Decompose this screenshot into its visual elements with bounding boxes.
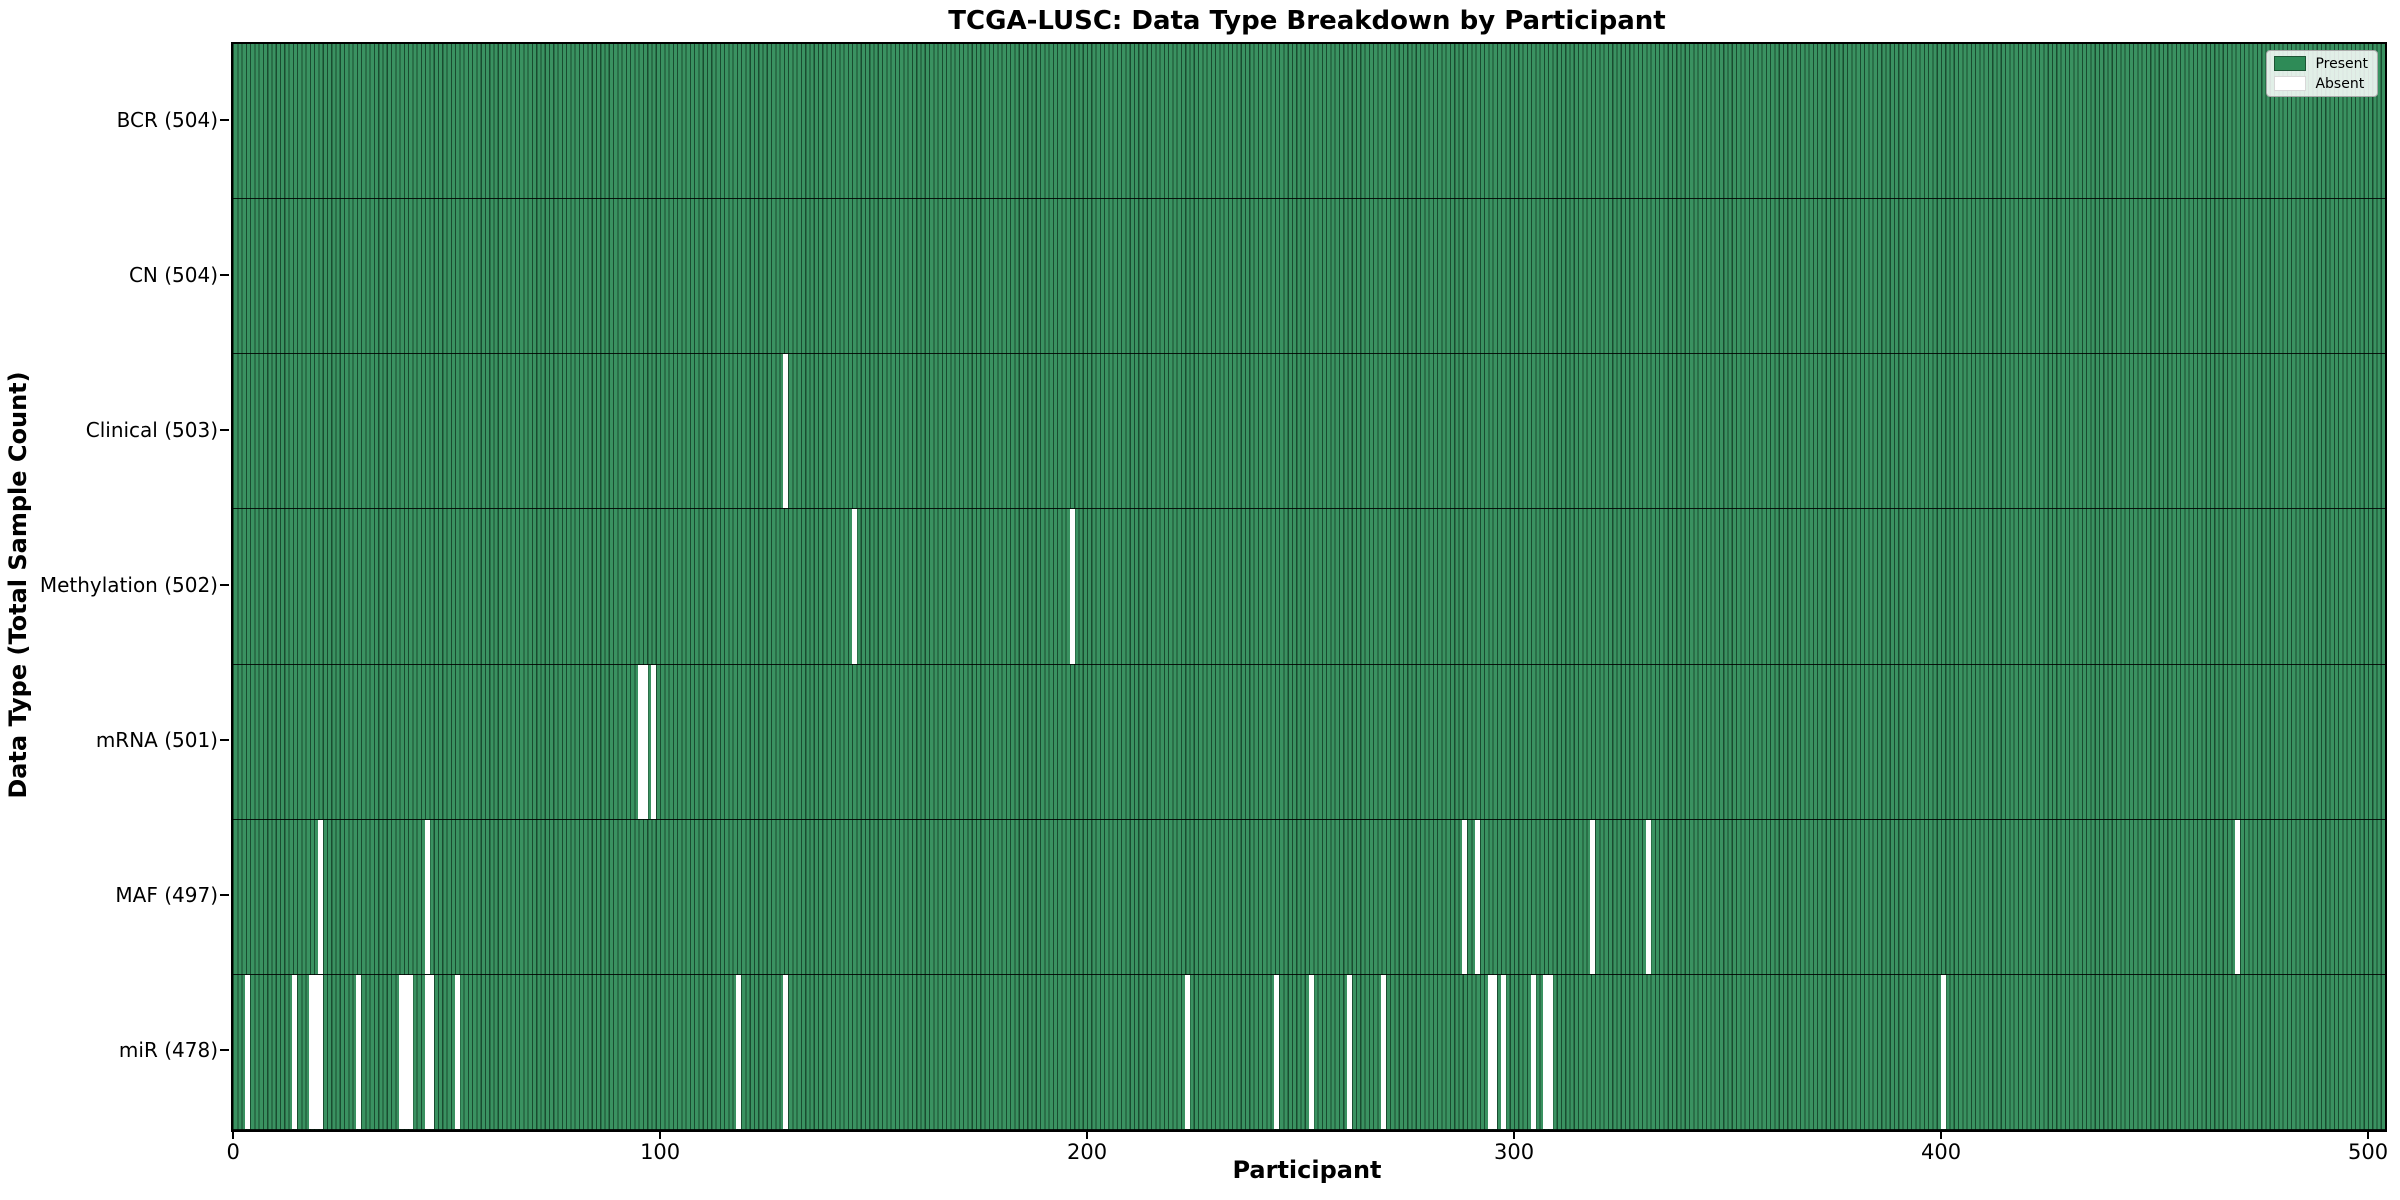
- y-tick-mark: [220, 118, 229, 121]
- legend-entry-present: Present: [2274, 56, 2368, 71]
- absent-gap: [292, 974, 298, 1129]
- absent-gap: [424, 974, 430, 1129]
- absent-gap: [454, 974, 460, 1129]
- row-band-bcr: [233, 44, 2385, 200]
- absent-gap: [783, 974, 789, 1129]
- absent-gap: [1590, 819, 1596, 974]
- x-tick-label: 500: [2348, 1140, 2389, 1164]
- row-band-cn: [233, 199, 2385, 355]
- legend-present-swatch-icon: [2274, 56, 2307, 71]
- absent-gap: [1069, 509, 1075, 664]
- absent-gap: [309, 974, 315, 1129]
- legend-absent-swatch-icon: [2274, 76, 2307, 91]
- absent-gap: [424, 819, 430, 974]
- absent-gap: [1475, 819, 1481, 974]
- row-band-mir: [233, 974, 2385, 1130]
- absent-gap: [313, 974, 319, 1129]
- absent-gap: [399, 974, 405, 1129]
- x-tick-mark: [1513, 1130, 1516, 1139]
- absent-gap: [407, 974, 413, 1129]
- absent-gap: [1547, 974, 1553, 1129]
- y-tick-mark: [220, 739, 229, 742]
- absent-gap: [1530, 974, 1536, 1129]
- absent-gap: [2235, 819, 2241, 974]
- y-tick-label: BCR (504): [116, 107, 218, 132]
- chart-title: TCGA-LUSC: Data Type Breakdown by Partic…: [948, 6, 1666, 36]
- absent-gap: [1308, 974, 1314, 1129]
- y-tick-label: miR (478): [118, 1038, 218, 1063]
- absent-gap: [1347, 974, 1353, 1129]
- y-tick-label: Methylation (502): [39, 573, 218, 597]
- x-tick-label: 100: [640, 1140, 681, 1164]
- legend-absent-label: Absent: [2315, 75, 2365, 92]
- absent-gap: [1184, 974, 1190, 1129]
- absent-gap: [1274, 974, 1280, 1129]
- absent-gap: [245, 974, 251, 1129]
- absent-gap: [318, 819, 324, 974]
- x-tick-label: 0: [226, 1140, 240, 1164]
- absent-gap: [1492, 974, 1498, 1129]
- absent-gap: [783, 354, 789, 509]
- absent-gap: [1381, 974, 1387, 1129]
- absent-gap: [1462, 819, 1468, 974]
- y-tick-label: mRNA (501): [95, 728, 218, 753]
- absent-gap: [1500, 974, 1506, 1129]
- x-tick-mark: [2367, 1130, 2370, 1139]
- plot-area: Present Absent: [231, 42, 2387, 1132]
- x-tick-label: 200: [1067, 1140, 1108, 1164]
- absent-gap: [1543, 974, 1549, 1129]
- y-tick-label: Clinical (503): [85, 417, 218, 442]
- x-tick-mark: [1086, 1130, 1089, 1139]
- absent-gap: [638, 664, 644, 819]
- legend-entry-absent: Absent: [2274, 76, 2368, 91]
- y-tick-mark: [220, 584, 229, 586]
- absent-gap: [736, 974, 742, 1129]
- absent-gap: [851, 509, 857, 664]
- x-tick-mark: [1940, 1130, 1943, 1139]
- y-tick-mark: [220, 894, 229, 897]
- y-tick-label: CN (504): [128, 262, 218, 287]
- x-tick-mark: [659, 1130, 662, 1139]
- absent-gap: [403, 974, 409, 1129]
- absent-gap: [1645, 819, 1651, 974]
- legend-present-label: Present: [2315, 55, 2368, 72]
- x-axis-label: Participant: [1232, 1156, 1382, 1184]
- x-tick-label: 300: [1494, 1140, 1535, 1164]
- absent-gap: [429, 974, 435, 1129]
- row-band-clinical: [233, 354, 2385, 510]
- x-tick-mark: [232, 1130, 235, 1139]
- y-tick-mark: [220, 428, 229, 431]
- absent-gap: [651, 664, 657, 819]
- row-band-maf: [233, 819, 2385, 975]
- absent-gap: [1940, 974, 1946, 1129]
- absent-gap: [1487, 974, 1493, 1129]
- legend: Present Absent: [2266, 50, 2378, 97]
- absent-gap: [642, 664, 648, 819]
- absent-gap: [356, 974, 362, 1129]
- absent-gap: [318, 974, 324, 1129]
- y-tick-mark: [220, 273, 229, 276]
- row-band-methylation: [233, 509, 2385, 665]
- x-tick-label: 400: [1921, 1140, 1962, 1164]
- y-tick-mark: [220, 1049, 229, 1052]
- y-tick-label: MAF (497): [115, 883, 218, 908]
- row-band-mrna: [233, 664, 2385, 820]
